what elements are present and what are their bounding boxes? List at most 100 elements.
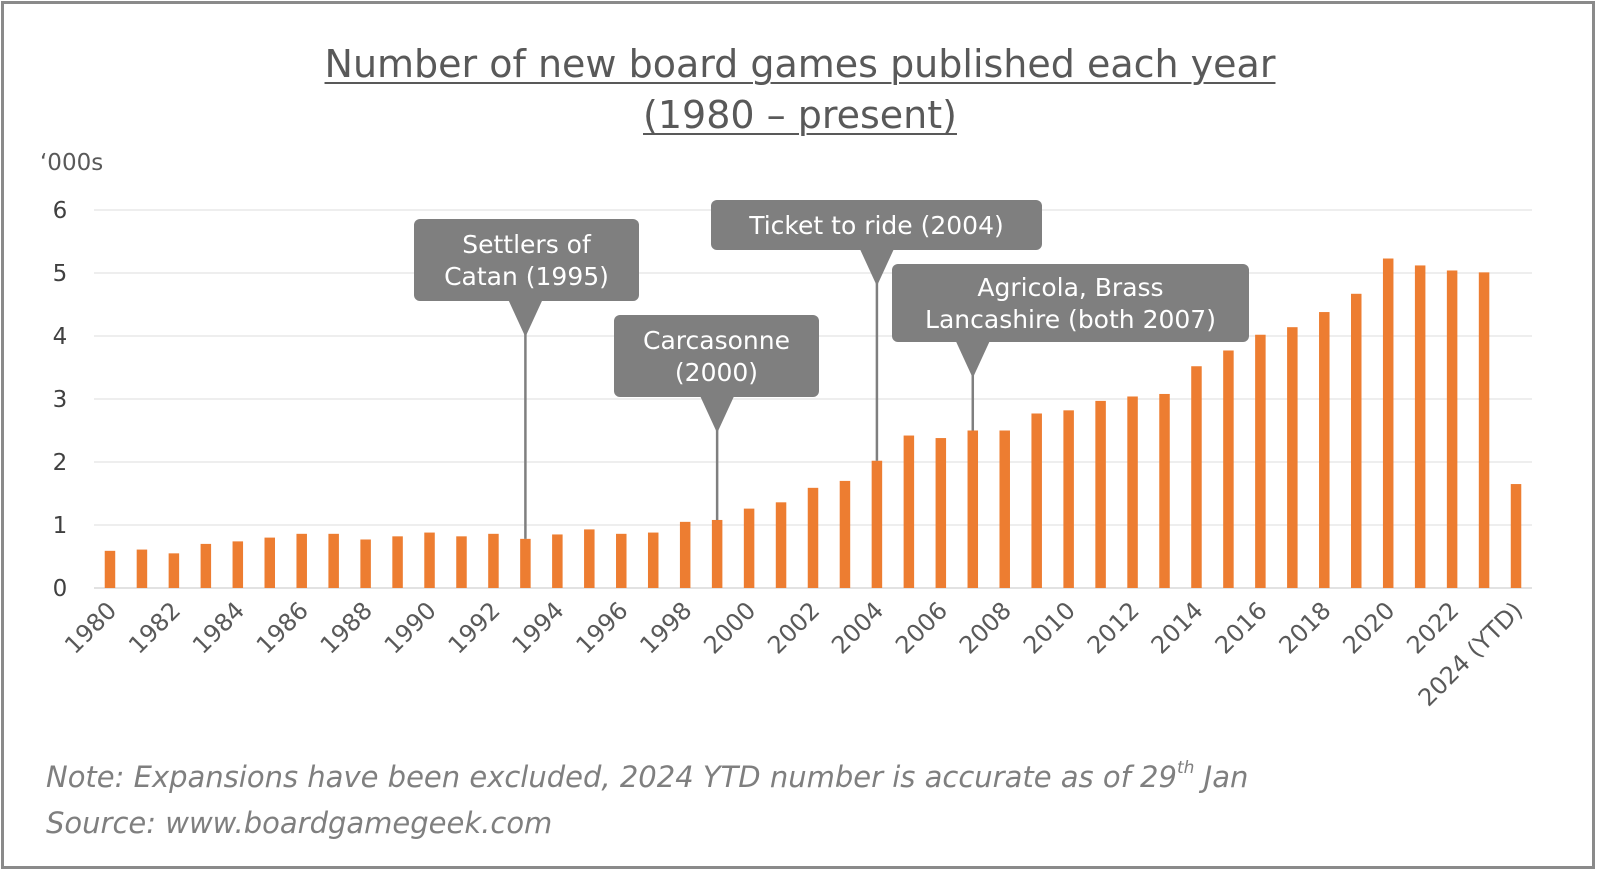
x-tick-label: 2004 — [826, 596, 889, 659]
bar — [488, 533, 499, 588]
bar — [807, 487, 819, 588]
callout-label: Ticket to ride (2004) — [748, 211, 1004, 240]
callout-box — [892, 264, 1249, 342]
bar — [711, 519, 723, 588]
bar — [1287, 327, 1298, 588]
bar — [1255, 334, 1266, 588]
callout-label: Catan (1995) — [444, 262, 609, 291]
bar — [232, 541, 244, 588]
y-tick-label: 1 — [53, 513, 68, 539]
bar — [1350, 293, 1362, 588]
source-note: Source: www.boardgamegeek.com — [46, 806, 553, 840]
callout-label: Carcasonne — [643, 326, 790, 355]
annotation-callout: Ticket to ride (2004) — [711, 200, 1042, 461]
chart-title: Number of new board games published each… — [324, 42, 1276, 86]
bar — [1478, 272, 1490, 588]
bar — [584, 529, 595, 588]
annotation-callouts: Settlers of Catan (1995) Carcasonne (2000) T… — [414, 200, 1249, 539]
x-tick-label: 1990 — [379, 596, 442, 659]
y-axis-ticks: 0 1 2 3 4 5 6 — [53, 198, 68, 602]
bar — [743, 508, 755, 588]
bar — [775, 502, 787, 588]
bar — [935, 438, 947, 588]
bar — [1031, 413, 1042, 588]
x-tick-label: 2016 — [1210, 596, 1273, 659]
x-tick-label: 1980 — [59, 596, 122, 659]
bar — [1095, 400, 1106, 588]
bar — [424, 532, 435, 588]
x-tick-label: 2008 — [954, 596, 1017, 659]
x-tick-label: 2010 — [1018, 596, 1081, 659]
bar — [1191, 366, 1202, 588]
bar — [104, 550, 116, 588]
annotation-callout: Settlers of Catan (1995) — [414, 219, 639, 539]
bars — [104, 258, 1522, 588]
x-tick-label: 2012 — [1082, 596, 1145, 659]
bar — [871, 460, 883, 588]
y-tick-label: 3 — [53, 387, 68, 413]
x-tick-label: 1986 — [251, 596, 314, 659]
bar — [679, 521, 691, 588]
x-axis-ticks: 1980 1982 1984 1986 1988 1990 1992 1994 1996 1998… — [59, 596, 1528, 711]
bar — [1382, 258, 1394, 588]
bar — [392, 536, 403, 588]
x-tick-label: 1984 — [187, 596, 250, 659]
callout-label: Lancashire (both 2007) — [925, 305, 1216, 334]
bar — [328, 533, 339, 588]
bar — [999, 430, 1010, 588]
bar — [552, 534, 563, 588]
y-tick-label: 5 — [53, 261, 68, 287]
bar — [839, 480, 851, 588]
bar — [264, 537, 276, 588]
callout-pointer — [508, 300, 543, 337]
footnote-text-end: Jan — [1194, 760, 1249, 794]
x-tick-label: 1998 — [634, 596, 697, 659]
x-tick-label: 2002 — [762, 596, 825, 659]
bar — [1127, 396, 1138, 588]
bar — [1159, 393, 1170, 588]
bar — [456, 536, 467, 588]
bar — [136, 549, 148, 588]
x-tick-label: 2020 — [1337, 596, 1400, 659]
x-tick-label: 2000 — [698, 596, 761, 659]
y-tick-label: 4 — [53, 324, 68, 350]
x-tick-label: 1992 — [443, 596, 506, 659]
chart-title-subtitle: (1980 – present) — [643, 93, 957, 137]
callout-label: (2000) — [675, 358, 758, 387]
bar — [647, 532, 659, 588]
annotation-callout: Carcasonne (2000) — [614, 315, 819, 520]
bar — [360, 539, 371, 588]
bar — [1446, 270, 1458, 588]
bar — [967, 430, 979, 588]
footnote: Note: Expansions have been excluded, 202… — [46, 758, 1249, 794]
bar — [1063, 410, 1074, 588]
x-tick-label: 1982 — [123, 596, 186, 659]
callout-pointer — [955, 341, 990, 378]
bar — [520, 538, 531, 588]
x-tick-label: 2006 — [890, 596, 953, 659]
footnote-superscript: th — [1176, 758, 1195, 779]
y-tick-label: 6 — [53, 198, 68, 224]
x-tick-label: 1994 — [507, 596, 570, 659]
x-tick-label: 2014 — [1146, 596, 1209, 659]
bar — [903, 435, 915, 588]
callout-box — [614, 315, 819, 397]
callout-pointer — [859, 249, 894, 286]
bar — [296, 533, 307, 588]
bar — [168, 553, 180, 588]
bar — [616, 533, 627, 588]
y-tick-label: 2 — [53, 450, 68, 476]
x-tick-label: 1996 — [571, 596, 634, 659]
y-tick-label: 0 — [53, 576, 68, 602]
callout-label: Settlers of — [462, 230, 592, 259]
x-tick-label: 2018 — [1274, 596, 1337, 659]
callout-label: Agricola, Brass — [977, 273, 1163, 302]
bar — [1510, 484, 1522, 588]
bar — [200, 543, 212, 588]
callout-box — [414, 219, 639, 301]
y-axis-unit-label: ‘000s — [40, 150, 104, 176]
callout-pointer — [700, 396, 735, 433]
bar — [1319, 312, 1330, 588]
